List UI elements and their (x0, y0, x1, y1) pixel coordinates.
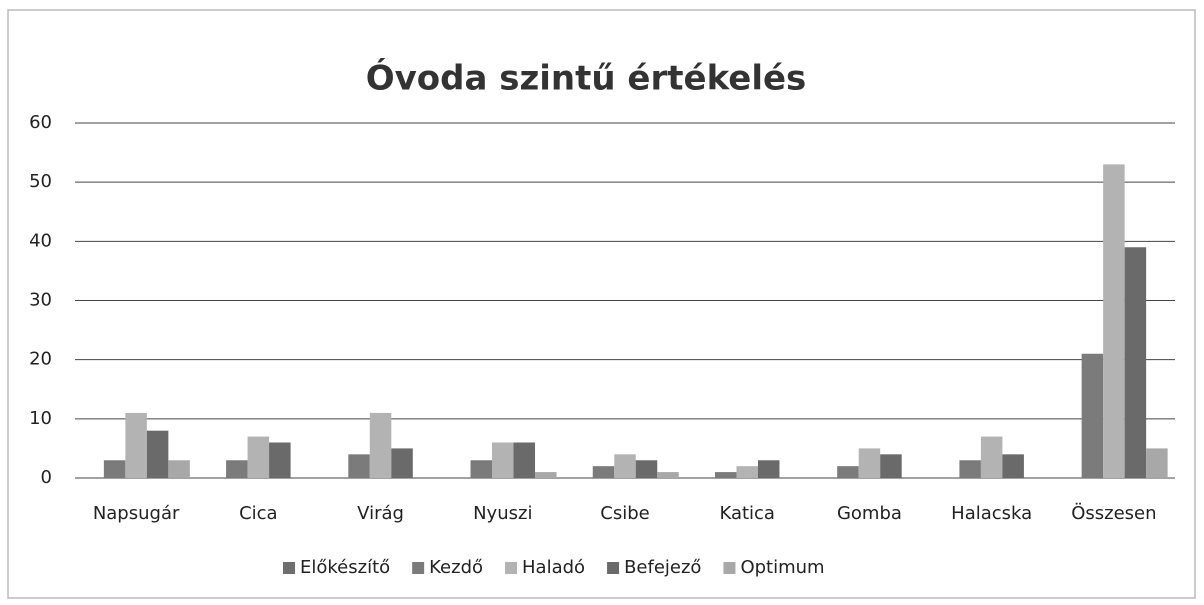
x-tick-label: Napsugár (93, 503, 180, 524)
y-tick-label: 60 (29, 112, 52, 133)
legend-swatch (505, 562, 518, 574)
y-tick-label: 20 (29, 349, 52, 370)
legend-swatch (607, 562, 620, 574)
bar (369, 412, 392, 478)
x-tick-label: Gomba (837, 503, 902, 524)
legend-label: Előkészítő (300, 557, 390, 578)
bar (348, 454, 370, 478)
bar (1124, 247, 1147, 478)
x-tick-label: Cica (239, 503, 278, 524)
legend-swatch (283, 562, 295, 574)
x-tick-label: Összesen (1071, 502, 1156, 524)
x-tick-label: Halacska (951, 503, 1032, 524)
legend-label: Haladó (522, 557, 585, 578)
bar (736, 466, 758, 478)
bar (470, 460, 493, 478)
bar (714, 472, 737, 478)
bar (1081, 353, 1104, 478)
bar (592, 466, 615, 478)
bar (858, 448, 881, 478)
bar (657, 472, 679, 478)
legend-label: Befejező (624, 557, 701, 578)
bar (959, 460, 981, 478)
bar (269, 442, 291, 478)
bar (980, 436, 1003, 478)
chart-border (7, 9, 1196, 599)
bar (226, 460, 248, 478)
y-tick-label: 50 (29, 171, 52, 192)
bar (146, 430, 169, 478)
y-tick-label: 10 (29, 408, 52, 429)
bar (757, 460, 780, 478)
bar (535, 472, 557, 478)
bar (391, 448, 413, 478)
bar (103, 460, 126, 478)
legend-label: Kezdő (429, 557, 483, 578)
bar (880, 454, 902, 478)
legend-swatch (723, 562, 736, 574)
bar (168, 460, 190, 478)
y-tick-label: 40 (29, 230, 52, 251)
bar (513, 442, 536, 478)
x-tick-label: Katica (719, 503, 775, 524)
legend-swatch (412, 562, 425, 574)
bar (1002, 454, 1024, 478)
bar (125, 412, 147, 478)
x-tick-label: Csibe (600, 503, 649, 524)
bar (247, 436, 270, 478)
y-tick-label: 0 (41, 467, 52, 488)
bar (614, 454, 636, 478)
bar (1103, 164, 1125, 478)
chart-title: Óvoda szintű értékelés (366, 58, 807, 99)
y-tick-label: 30 (29, 290, 52, 311)
bar (1146, 448, 1168, 478)
x-tick-label: Nyuszi (473, 503, 532, 524)
bar (635, 460, 658, 478)
legend-label: Optimum (740, 557, 824, 578)
x-tick-label: Virág (357, 503, 404, 524)
bar (837, 466, 859, 478)
bar (492, 442, 514, 478)
